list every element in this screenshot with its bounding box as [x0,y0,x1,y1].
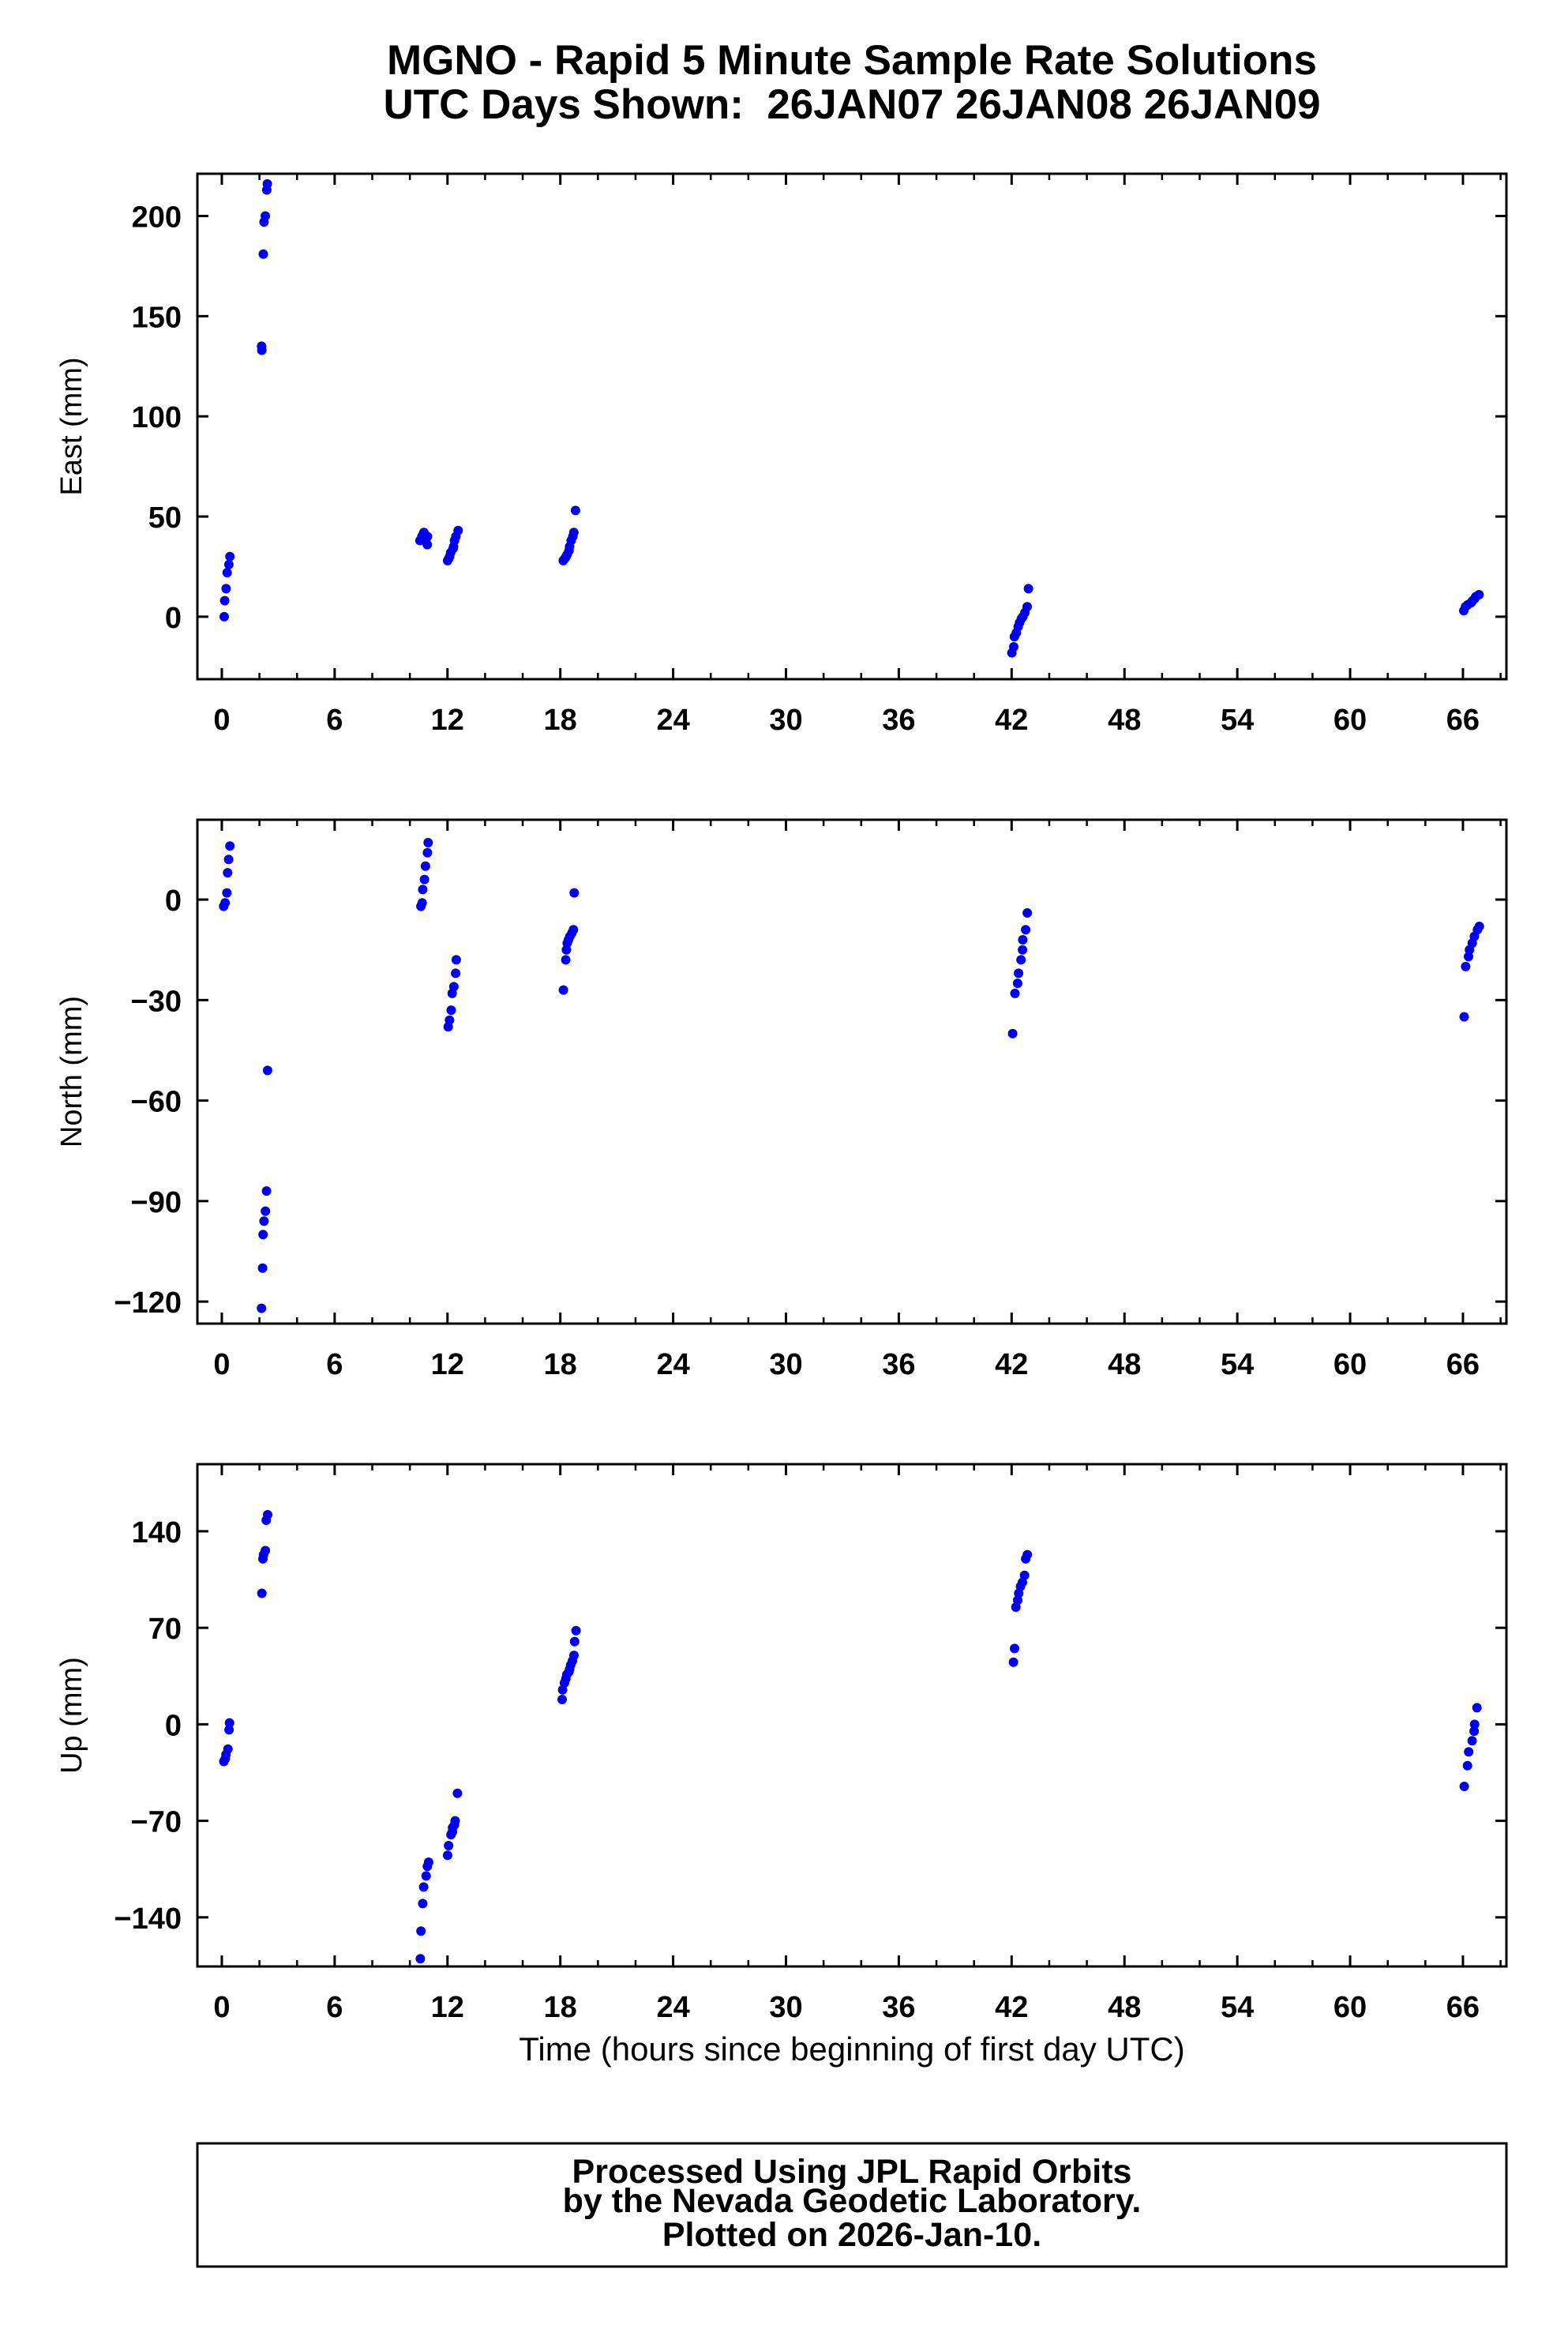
svg-text:Plotted on 2026-Jan-10.: Plotted on 2026-Jan-10. [662,2216,1041,2254]
svg-text:24: 24 [656,1991,689,2024]
svg-text:100: 100 [132,401,182,434]
svg-text:by the Nevada Geodetic Laborat: by the Nevada Geodetic Laboratory. [563,2182,1142,2220]
svg-text:6: 6 [326,1991,343,2024]
svg-text:70: 70 [148,1613,182,1646]
svg-text:−70: −70 [131,1806,182,1839]
svg-text:42: 42 [995,704,1028,737]
svg-text:200: 200 [132,201,182,235]
svg-text:MGNO - Rapid 5 Minute Sample R: MGNO - Rapid 5 Minute Sample Rate Soluti… [387,37,1317,84]
svg-text:60: 60 [1334,1348,1367,1381]
svg-text:48: 48 [1108,1991,1141,2024]
svg-text:0: 0 [165,1709,182,1742]
svg-text:Time (hours since beginning of: Time (hours since beginning of first day… [519,2030,1184,2068]
svg-text:54: 54 [1221,1348,1254,1381]
svg-text:12: 12 [431,1348,464,1381]
svg-text:18: 18 [544,1348,577,1381]
svg-text:36: 36 [882,1991,915,2024]
svg-text:24: 24 [656,704,689,737]
svg-text:0: 0 [213,704,230,737]
svg-text:0: 0 [165,885,182,918]
svg-text:North (mm): North (mm) [55,996,88,1147]
svg-text:−60: −60 [131,1086,182,1119]
svg-text:East (mm): East (mm) [55,357,88,495]
svg-text:Up (mm): Up (mm) [55,1657,88,1774]
svg-text:18: 18 [544,1991,577,2024]
svg-text:18: 18 [544,704,577,737]
svg-text:0: 0 [213,1991,230,2024]
svg-text:30: 30 [769,1991,802,2024]
svg-text:150: 150 [132,301,182,334]
svg-text:50: 50 [148,501,182,535]
svg-text:54: 54 [1221,1991,1254,2024]
svg-text:−90: −90 [131,1186,182,1219]
svg-text:60: 60 [1334,1991,1367,2024]
svg-text:60: 60 [1334,704,1367,737]
svg-text:42: 42 [995,1348,1028,1381]
svg-text:66: 66 [1446,1348,1480,1381]
svg-text:12: 12 [431,704,464,737]
svg-text:−140: −140 [114,1902,182,1936]
svg-text:30: 30 [769,704,802,737]
svg-text:42: 42 [995,1991,1028,2024]
svg-text:140: 140 [132,1516,182,1549]
svg-text:36: 36 [882,704,915,737]
svg-text:54: 54 [1221,704,1254,737]
svg-text:12: 12 [431,1991,464,2024]
svg-text:66: 66 [1446,704,1480,737]
svg-text:48: 48 [1108,704,1141,737]
svg-text:UTC Days Shown: 26JAN07 26JAN: UTC Days Shown: 26JAN07 26JAN08 26JAN09 [383,81,1320,128]
svg-text:−30: −30 [131,985,182,1018]
svg-text:48: 48 [1108,1348,1141,1381]
svg-text:6: 6 [326,1348,343,1381]
svg-text:6: 6 [326,704,343,737]
svg-text:−120: −120 [114,1286,182,1320]
svg-text:66: 66 [1446,1991,1480,2024]
svg-text:30: 30 [769,1348,802,1381]
svg-text:24: 24 [656,1348,689,1381]
svg-text:36: 36 [882,1348,915,1381]
svg-text:0: 0 [165,602,182,635]
svg-text:0: 0 [213,1348,230,1381]
